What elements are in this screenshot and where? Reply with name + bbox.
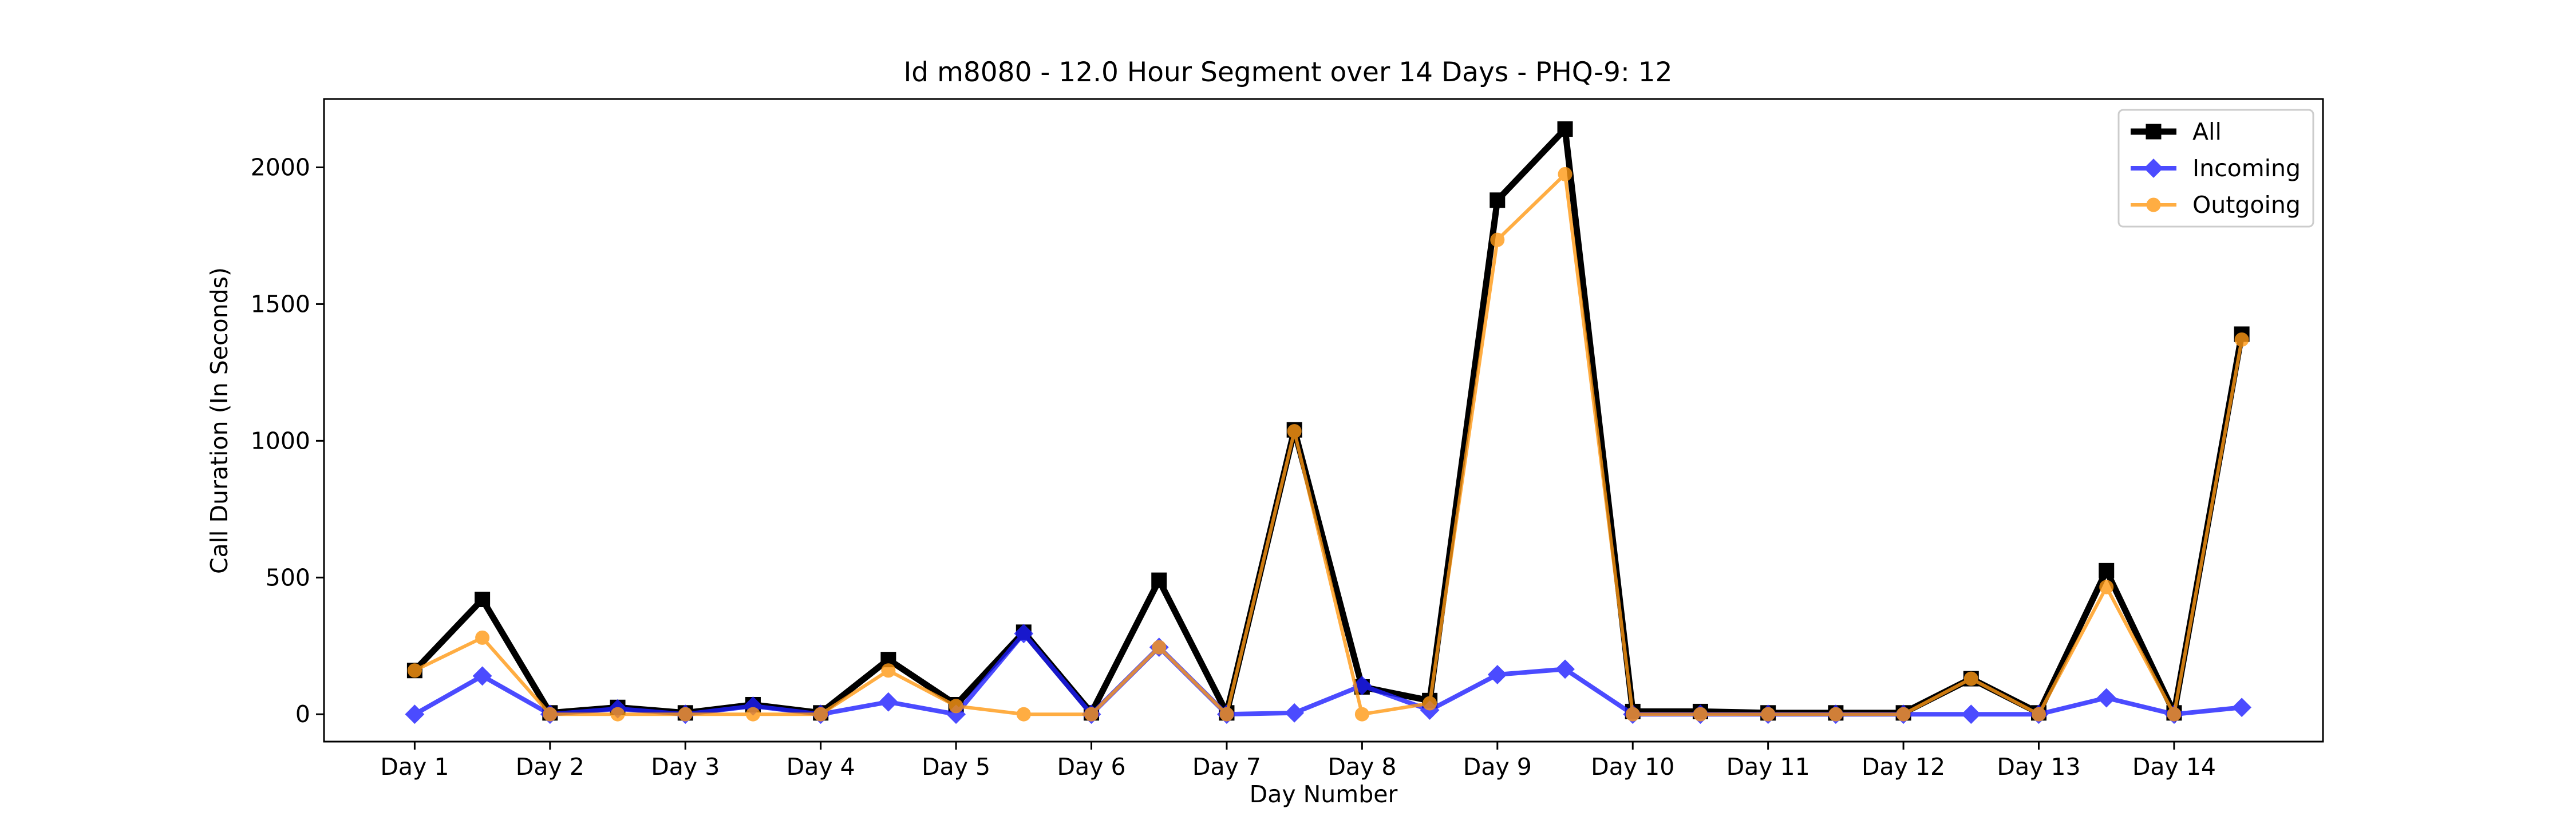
legend: All Incoming Outgoing xyxy=(2117,109,2314,228)
x-tick-label: Day 7 xyxy=(1192,753,1261,781)
legend-label-all: All xyxy=(2192,118,2222,145)
data-point-outgoing xyxy=(1693,707,1708,722)
data-point-outgoing xyxy=(610,707,625,722)
data-point-incoming xyxy=(405,704,425,724)
x-tick-label: Day 1 xyxy=(380,753,449,781)
data-point-outgoing xyxy=(1558,167,1573,181)
y-tick-label: 500 xyxy=(266,564,310,591)
legend-marker-all xyxy=(2146,124,2162,140)
data-point-incoming xyxy=(1961,704,1981,724)
data-point-outgoing xyxy=(949,699,963,714)
data-point-outgoing xyxy=(1287,424,1302,439)
legend-item-incoming xyxy=(2131,159,2176,178)
x-axis: Day 1 Day 2 Day 3 Day 4 Day 5 Day 6 Day 7 Day 8… xyxy=(380,742,2216,781)
series-line-outgoing xyxy=(414,171,2244,720)
data-point-incoming xyxy=(1285,703,1305,723)
data-point-outgoing xyxy=(1828,707,1843,722)
x-tick-label: Day 6 xyxy=(1057,753,1125,781)
legend-item-outgoing xyxy=(2131,197,2176,212)
data-point-all xyxy=(475,592,491,608)
data-point-outgoing xyxy=(881,663,896,678)
data-point-outgoing xyxy=(1152,640,1167,655)
data-point-outgoing xyxy=(1625,707,1640,722)
data-point-outgoing xyxy=(1084,707,1099,722)
data-point-outgoing xyxy=(407,663,422,678)
data-point-incoming xyxy=(2232,698,2252,718)
chart-title: Id m8080 - 12.0 Hour Segment over 14 Day… xyxy=(903,57,1672,88)
data-point-outgoing xyxy=(1219,707,1234,722)
y-axis-label: Call Duration (In Seconds) xyxy=(206,267,233,574)
data-point-outgoing xyxy=(2099,580,2114,595)
legend-label-outgoing: Outgoing xyxy=(2192,191,2301,219)
data-point-outgoing xyxy=(1016,707,1031,722)
data-point-all xyxy=(1490,192,1506,208)
data-point-outgoing xyxy=(543,707,558,722)
legend-item-all xyxy=(2131,124,2176,140)
x-tick-label: Day 9 xyxy=(1463,753,1532,781)
y-axis: 0 500 1000 1500 2000 xyxy=(251,153,324,728)
x-tick-label: Day 3 xyxy=(651,753,720,781)
data-point-incoming xyxy=(1555,659,1575,679)
series-line-all xyxy=(412,122,2245,723)
data-point-incoming xyxy=(878,692,898,712)
x-axis-label: Day Number xyxy=(1250,781,1398,808)
x-tick-label: Day 2 xyxy=(516,753,584,781)
x-tick-label: Day 12 xyxy=(1862,753,1945,781)
data-point-outgoing xyxy=(2032,707,2046,722)
data-point-outgoing xyxy=(1423,696,1437,711)
y-tick-label: 0 xyxy=(295,700,310,728)
data-point-outgoing xyxy=(813,707,828,722)
data-point-outgoing xyxy=(1761,707,1776,722)
x-tick-label: Day 4 xyxy=(787,753,855,781)
data-point-incoming xyxy=(1487,665,1507,684)
data-point-outgoing xyxy=(2234,332,2249,347)
plot-area xyxy=(323,98,2324,743)
x-tick-label: Day 8 xyxy=(1327,753,1396,781)
data-point-outgoing xyxy=(745,707,760,722)
legend-box xyxy=(2117,109,2314,228)
data-point-outgoing xyxy=(1896,707,1911,722)
data-point-all xyxy=(1557,121,1573,137)
y-tick-label: 1500 xyxy=(251,290,310,318)
data-point-all xyxy=(1151,572,1167,588)
series-line-incoming xyxy=(413,630,2242,718)
x-tick-label: Day 13 xyxy=(1997,753,2080,781)
x-tick-label: Day 10 xyxy=(1591,753,1674,781)
legend-marker-incoming xyxy=(2144,159,2163,178)
data-point-incoming xyxy=(472,666,492,686)
data-point-outgoing xyxy=(678,707,693,722)
series-layer xyxy=(405,121,2252,724)
data-point-outgoing xyxy=(475,630,490,645)
data-point-outgoing xyxy=(1490,232,1505,247)
x-tick-label: Day 14 xyxy=(2132,753,2216,781)
data-point-outgoing xyxy=(1963,671,1978,686)
legend-label-incoming: Incoming xyxy=(2192,154,2301,182)
data-point-outgoing xyxy=(1354,707,1369,722)
data-point-all xyxy=(2099,562,2115,579)
series-outgoing xyxy=(407,167,2249,722)
y-tick-label: 2000 xyxy=(251,153,310,181)
data-point-incoming xyxy=(1014,624,1034,644)
x-tick-label: Day 11 xyxy=(1726,753,1810,781)
legend-marker-outgoing xyxy=(2146,197,2161,212)
data-point-incoming xyxy=(2096,688,2116,708)
x-tick-label: Day 5 xyxy=(922,753,990,781)
series-all xyxy=(406,121,2250,723)
y-tick-label: 1000 xyxy=(251,427,310,454)
data-point-outgoing xyxy=(2167,707,2182,722)
